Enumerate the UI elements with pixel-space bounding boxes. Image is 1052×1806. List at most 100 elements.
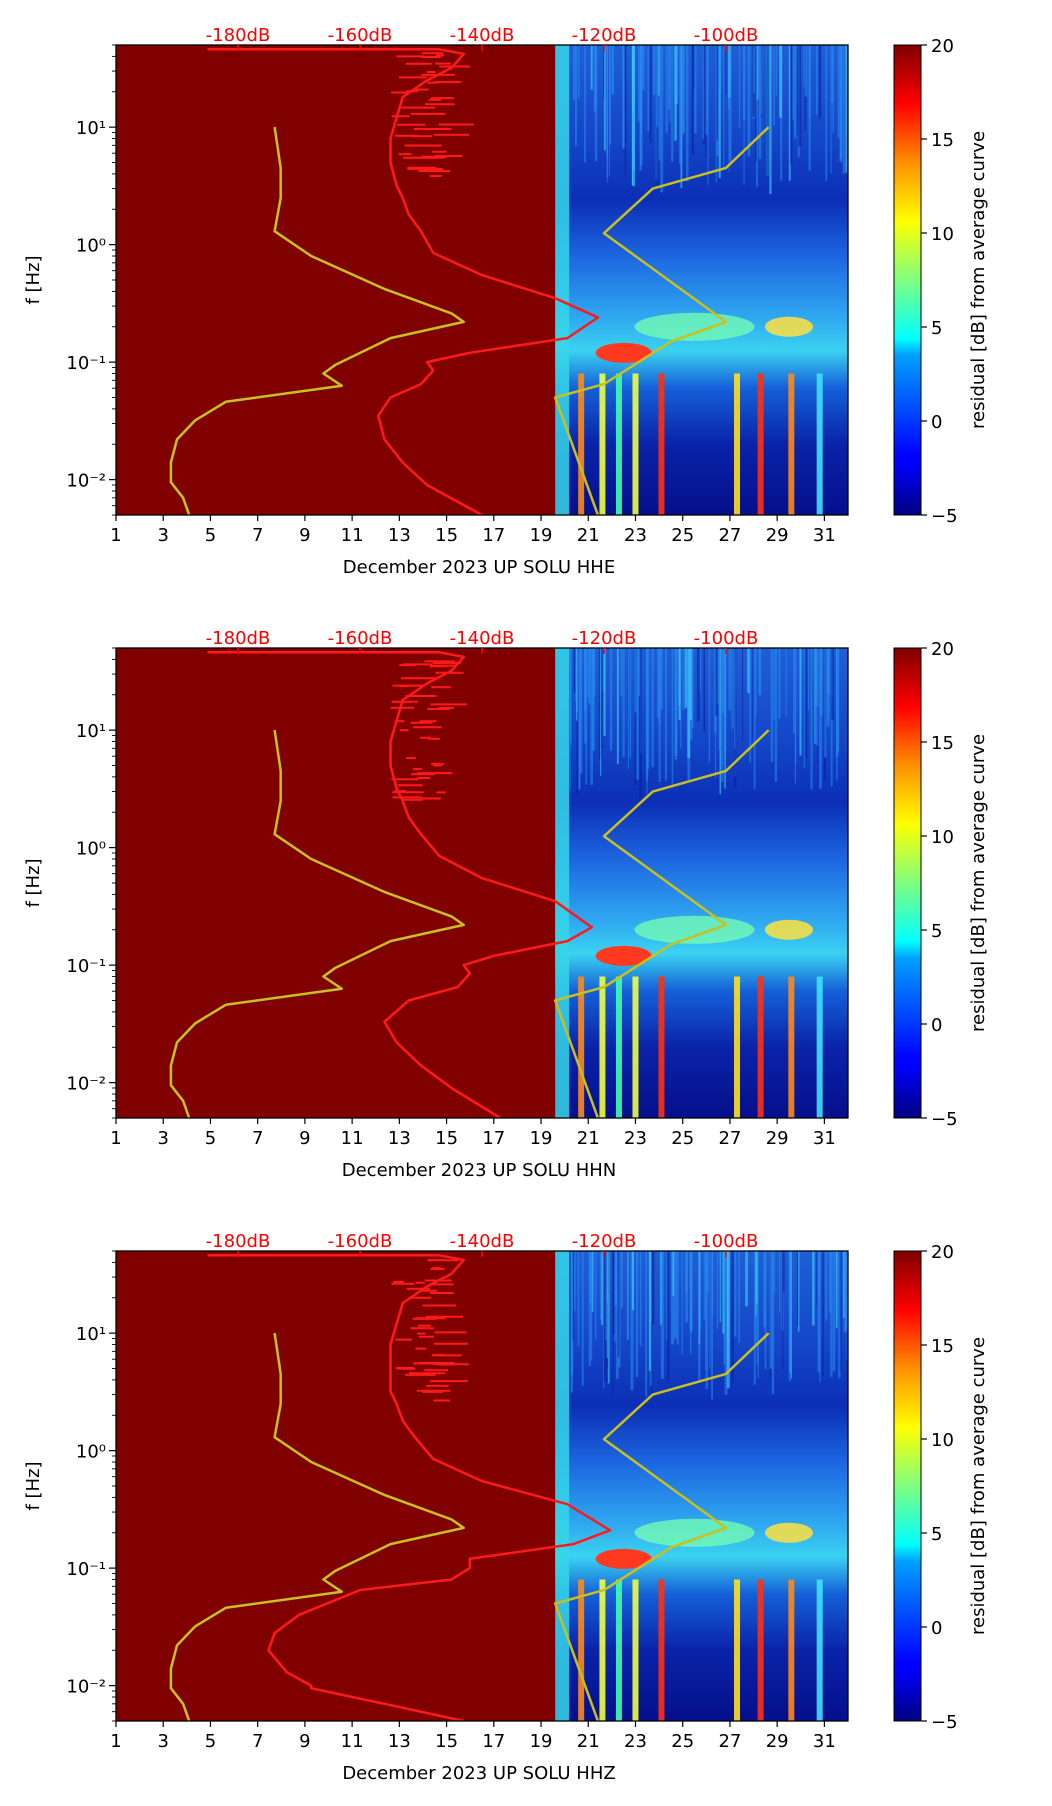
transient-stripe xyxy=(632,1579,639,1721)
spectrogram-streak xyxy=(738,1251,740,1343)
x-tick-label: 15 xyxy=(435,525,458,546)
noise-model-high-line xyxy=(553,1332,770,1721)
spectrogram-streak xyxy=(588,1251,591,1367)
spectrogram-streak xyxy=(705,1251,708,1389)
spectrogram-streak xyxy=(631,1251,634,1311)
spectrogram-streak xyxy=(828,1251,832,1313)
spectrogram-streak xyxy=(846,1251,848,1361)
spectrogram-streak xyxy=(657,648,660,718)
spectrogram-streak xyxy=(793,45,797,139)
spectrogram-streak xyxy=(720,648,724,783)
transient-stripe xyxy=(632,976,639,1118)
spectrogram-streak xyxy=(636,648,639,780)
spectrogram-streak xyxy=(685,1251,688,1294)
spectrogram-streak xyxy=(808,648,810,711)
spectrogram-streak xyxy=(797,45,799,136)
spectrogram-streak xyxy=(646,1251,648,1398)
spectrogram-streak xyxy=(620,648,623,697)
noise-model-low-line xyxy=(169,126,465,515)
spectrogram-streak xyxy=(672,1251,675,1296)
spectrogram-streak xyxy=(674,1251,677,1339)
colorbar-label: residual [dB] from average curve xyxy=(968,131,989,429)
colorbar-tick-label: −5 xyxy=(931,1109,958,1130)
db-tick-label: -180dB xyxy=(206,1231,271,1252)
spectrogram-streak xyxy=(676,1251,679,1345)
panel3-ylabel: f [Hz] xyxy=(23,1461,44,1510)
spectrogram-streak xyxy=(680,648,682,749)
spectrogram-streak xyxy=(685,45,689,182)
spectrogram-streak xyxy=(630,1251,634,1391)
panel2-xlabel: December 2023 UP SOLU HHN xyxy=(342,1160,617,1181)
microseism-hotspot xyxy=(595,1548,652,1569)
psd-jagged-detail xyxy=(391,1259,470,1402)
spectrogram-streak xyxy=(745,1251,748,1307)
x-tick-label: 15 xyxy=(435,1128,458,1149)
db-tick-label: -100dB xyxy=(694,25,759,46)
psd-curve-line xyxy=(207,1254,612,1721)
spectrogram-streak xyxy=(757,1251,759,1378)
spectrogram-streak xyxy=(779,45,783,118)
db-tick-label: -180dB xyxy=(206,628,271,649)
psd-curve-line xyxy=(207,48,600,515)
spectrogram-streak xyxy=(747,45,751,157)
spectrogram-streak xyxy=(845,45,847,173)
spectrogram-streak xyxy=(734,648,736,749)
microseism-band xyxy=(764,316,813,337)
spectrogram-streak xyxy=(836,648,839,757)
spectrogram-streak xyxy=(759,648,761,697)
spectrogram-streak xyxy=(684,648,688,708)
colorbar-tick-label: 20 xyxy=(931,639,954,660)
plot-area xyxy=(116,45,848,515)
colorbar-tick-label: 10 xyxy=(931,1430,954,1451)
x-tick-label: 11 xyxy=(341,525,364,546)
spectrogram-base xyxy=(555,1251,848,1721)
spectrogram-streak xyxy=(774,648,778,782)
spectrogram-streak xyxy=(691,45,695,155)
psd-jagged-detail xyxy=(391,52,474,177)
spectrogram-streak xyxy=(725,45,727,95)
y-axis-ticks: 10¹ 10⁰ 10⁻¹ 10⁻² xyxy=(66,1250,116,1722)
db-tick-label: -120dB xyxy=(572,628,637,649)
x-tick-label: 7 xyxy=(252,1731,263,1752)
spectrogram-streak xyxy=(837,45,840,139)
spectrogram-streak xyxy=(792,45,795,121)
colorbar-tick-label: 5 xyxy=(931,1524,942,1545)
spectrogram-streak xyxy=(572,1251,574,1342)
spectrogram-streak xyxy=(671,45,674,162)
spectrogram-streak xyxy=(594,45,597,105)
spectrogram-start-strip xyxy=(555,648,570,1118)
y-tick-label: 10¹ xyxy=(76,118,106,139)
transient-stripe xyxy=(615,976,622,1118)
spectrogram-streak xyxy=(671,1251,674,1345)
x-tick-label: 15 xyxy=(435,1731,458,1752)
spectrogram-streak xyxy=(639,1251,642,1346)
x-tick-label: 27 xyxy=(718,1731,741,1752)
colorbar-gradient xyxy=(893,44,922,516)
spectrogram-streak xyxy=(646,648,648,795)
x-tick-label: 27 xyxy=(718,1128,741,1149)
x-tick-label: 9 xyxy=(299,1731,310,1752)
spectrogram-streak xyxy=(709,1251,711,1369)
spectrogram-streak xyxy=(816,648,819,746)
spectrogram-streak xyxy=(738,45,741,128)
spectrogram-streak xyxy=(601,648,604,748)
y-axis-ticks: 10¹ 10⁰ 10⁻¹ 10⁻² xyxy=(66,44,116,516)
spectrogram-streak xyxy=(803,45,805,87)
x-tick-label: 17 xyxy=(482,1731,505,1752)
spectrogram-streak xyxy=(603,1251,605,1389)
spectrogram-streak xyxy=(682,648,685,710)
spectrogram-streak xyxy=(798,45,802,147)
colorbar-tick-label: 10 xyxy=(931,224,954,245)
spectrogram-streak xyxy=(681,45,685,134)
microseism-hotspot xyxy=(595,342,652,363)
spectrogram-streak xyxy=(650,1251,652,1323)
x-tick-label: 19 xyxy=(530,1128,553,1149)
spectrogram-streak xyxy=(749,648,752,763)
spectrogram-streak xyxy=(778,648,781,719)
spectrogram-streak xyxy=(703,648,706,732)
y-tick-label: 10⁰ xyxy=(76,839,106,860)
x-tick-label: 31 xyxy=(813,525,836,546)
spectrogram-streak xyxy=(678,648,681,720)
colorbar-tick-label: −5 xyxy=(931,1712,958,1733)
spectrogram-streak xyxy=(763,1251,766,1328)
